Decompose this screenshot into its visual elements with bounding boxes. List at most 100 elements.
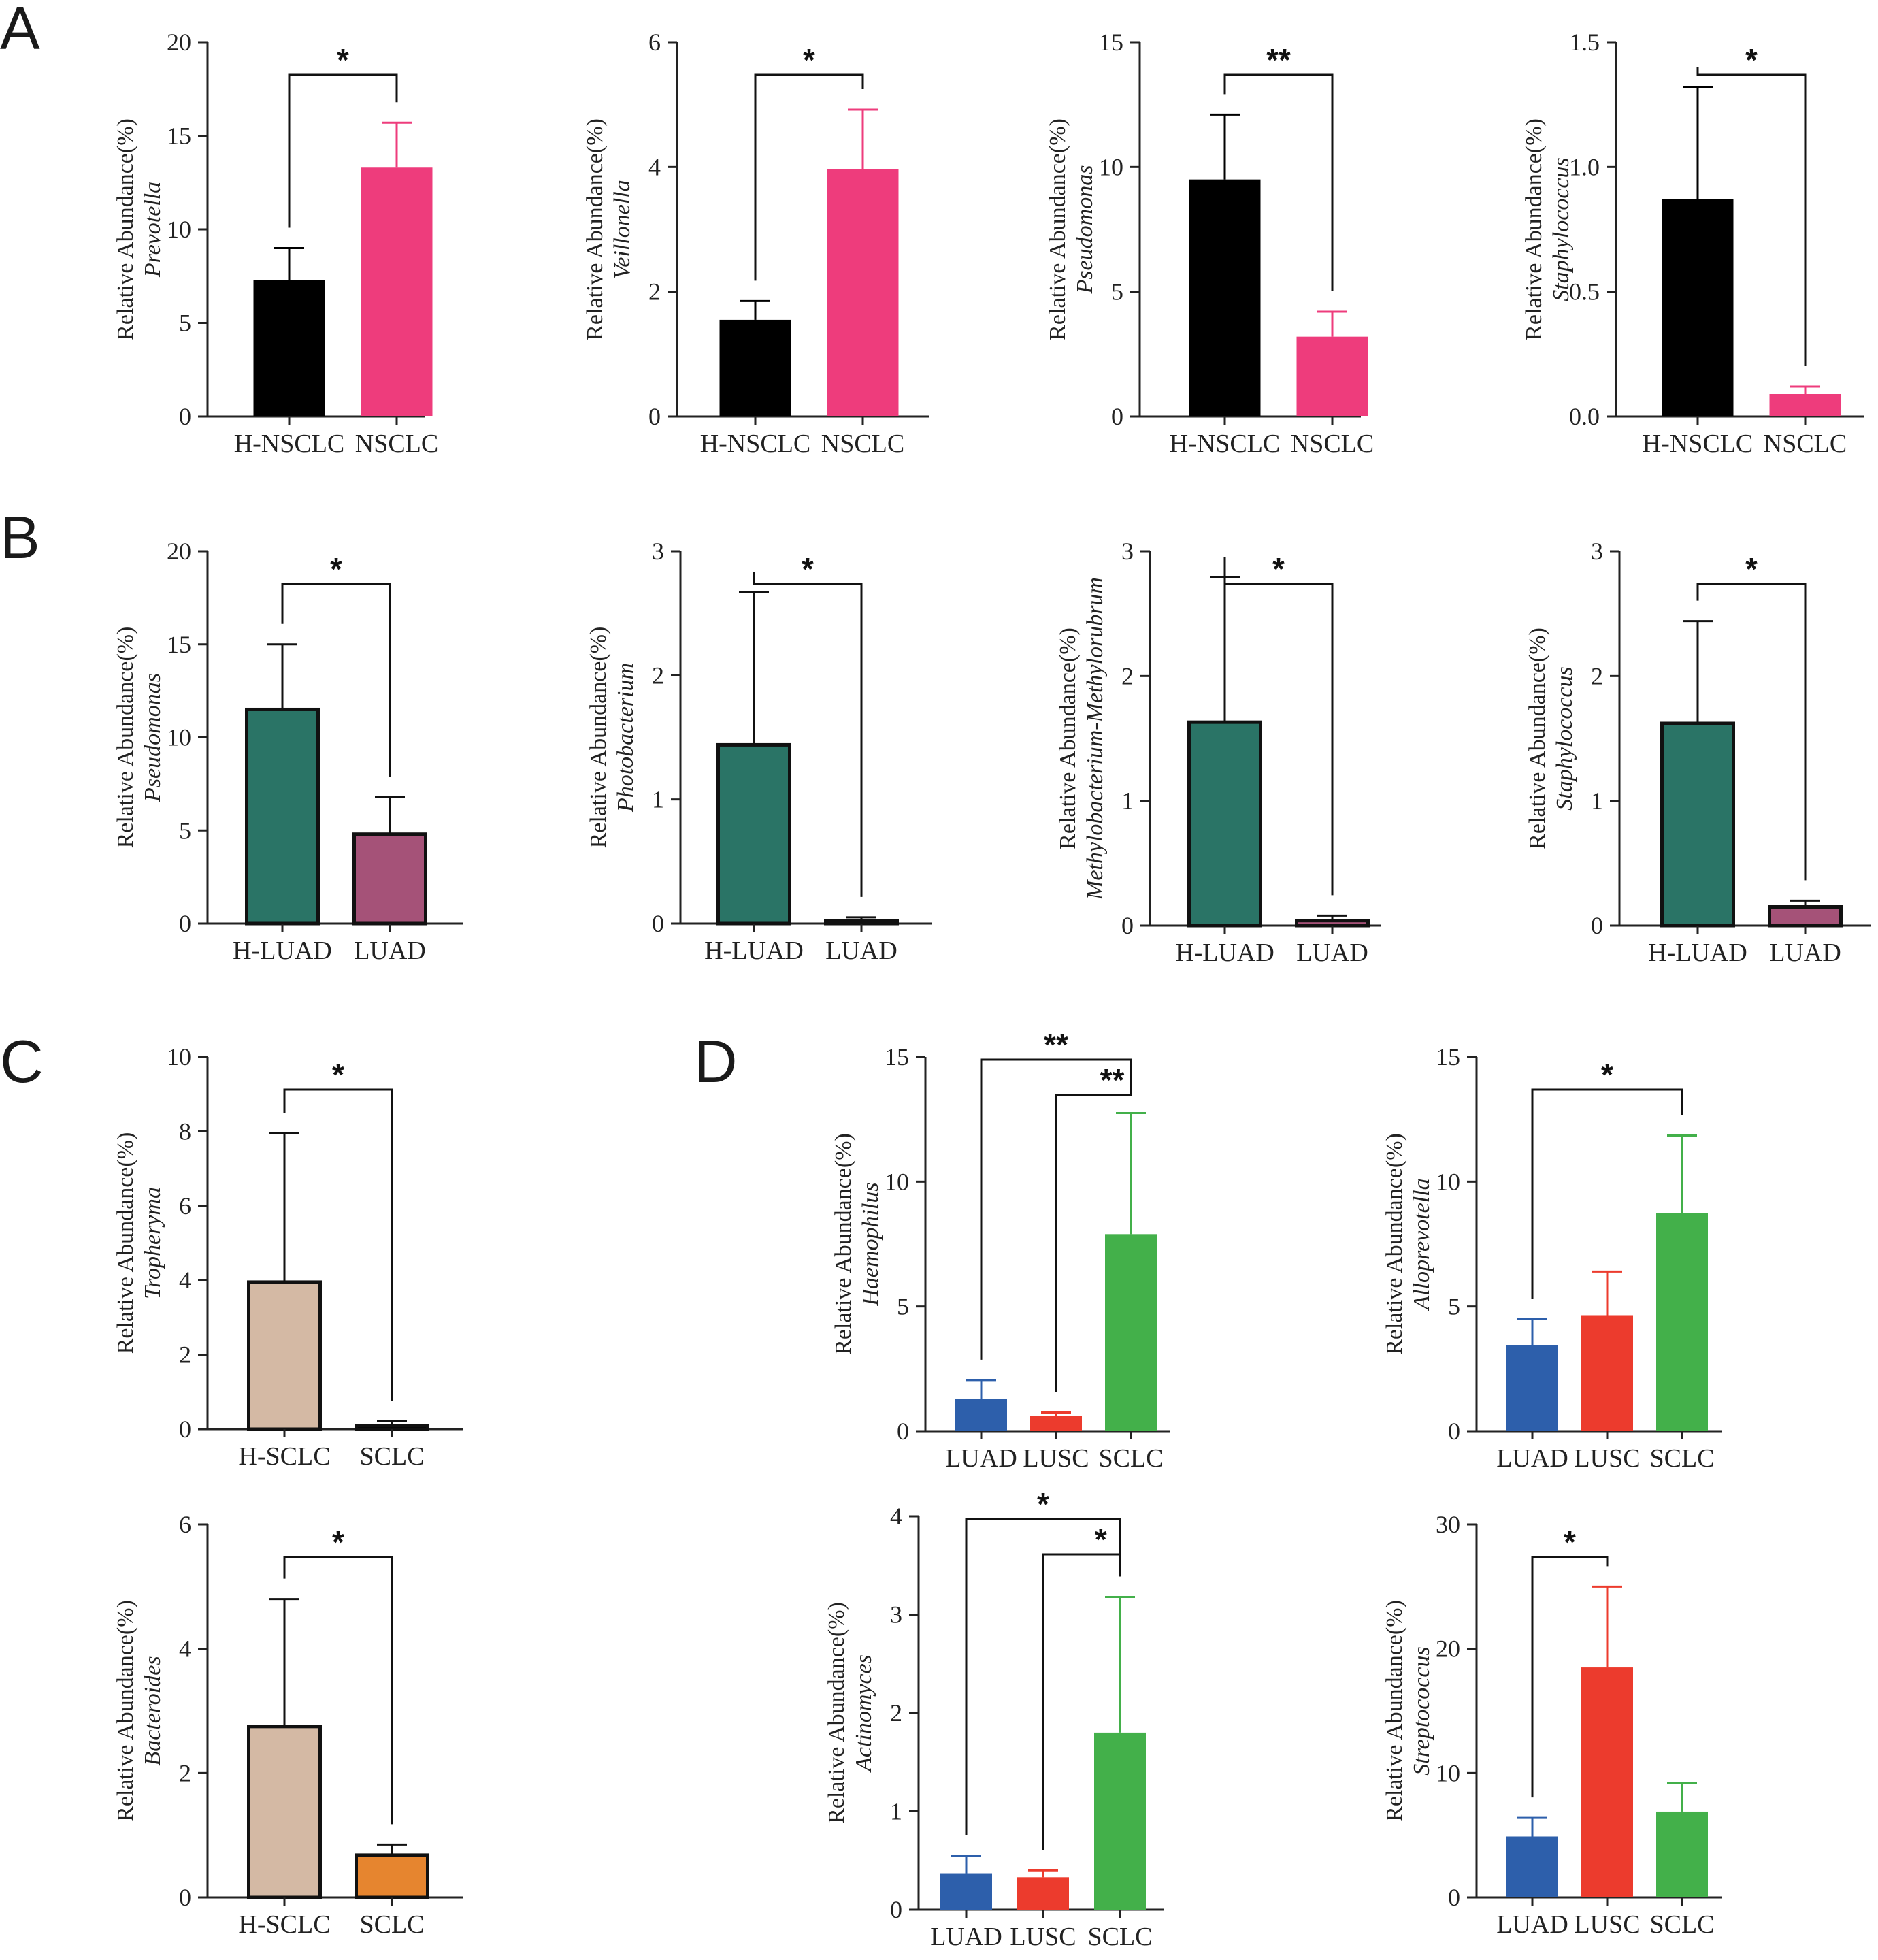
significance-label: * <box>337 42 349 78</box>
significance-bracket <box>1696 67 1807 366</box>
y-axis-genus-label: Veillonella <box>610 180 635 278</box>
y-tick-label: 1.5 <box>1569 29 1600 56</box>
category-label: LUAD <box>1496 1910 1568 1939</box>
y-tick-label: 10 <box>1099 153 1123 180</box>
y-tick-label: 4 <box>890 1503 902 1530</box>
chart-a-staphylococcus: 0.0 0.5 1.0 1.5 H-NSCLC NSCLC * Relative Abunda… <box>1521 29 1864 458</box>
y-axis-label: Relative Abundance(%) <box>113 1132 138 1354</box>
category-label: SCLC <box>1098 1444 1163 1473</box>
significance-bracket <box>1531 1556 1609 1798</box>
category-label: H-LUAD <box>704 936 804 965</box>
category-label: LUSC <box>1574 1910 1640 1939</box>
chart-d-alloprevotella: 0 5 10 15 LUAD LUSC SCLC * Relative Abundance(%)… <box>1382 1043 1722 1473</box>
y-tick-label: 0.0 <box>1569 403 1600 430</box>
y-tick-label: 0 <box>1121 912 1134 939</box>
y-tick-label: 5 <box>897 1293 909 1320</box>
y-axis-label: Relative Abundance(%) <box>1382 1600 1407 1822</box>
category-label: SCLC <box>1649 1910 1714 1939</box>
category-label: SCLC <box>1087 1923 1152 1951</box>
y-tick-label: 8 <box>179 1117 191 1145</box>
significance-bracket <box>283 1088 393 1401</box>
y-tick-label: 5 <box>1448 1293 1460 1320</box>
y-tick-label: 10 <box>167 1043 191 1071</box>
category-label: H-SCLC <box>238 1442 330 1471</box>
category-label: SCLC <box>359 1910 424 1939</box>
y-tick-label: 6 <box>179 1192 191 1220</box>
y-tick-label: 2 <box>890 1699 902 1727</box>
bar-luad <box>352 832 427 926</box>
significance-label: * <box>1745 42 1758 78</box>
bar-luad <box>1295 919 1370 928</box>
y-tick-label: 1 <box>890 1798 902 1825</box>
chart-b-staphylococcus: 0 1 2 3 H-LUAD LUAD * Relative Abundance(%) Stap… <box>1525 538 1871 967</box>
y-tick-label: 0 <box>179 1884 191 1911</box>
y-tick-label: 10 <box>885 1168 909 1195</box>
bar-h-nsclc <box>719 319 791 416</box>
bar-h-nsclc <box>253 280 325 416</box>
category-label: NSCLC <box>1764 429 1847 458</box>
y-tick-label: 6 <box>179 1511 191 1538</box>
category-label: LUSC <box>1010 1923 1076 1951</box>
bar-luad <box>1506 1345 1558 1431</box>
bar-lusc <box>1581 1315 1633 1431</box>
bar-lusc <box>1030 1416 1082 1431</box>
bar-nsclc <box>827 169 899 417</box>
y-tick-label: 10 <box>1436 1168 1460 1195</box>
y-axis-genus-label: Pseudomonas <box>1072 165 1098 295</box>
panel-label-a: A <box>0 0 40 62</box>
y-axis-label: Relative Abundance(%) <box>824 1602 849 1824</box>
category-label: H-NSCLC <box>234 429 345 458</box>
y-tick-label: 5 <box>179 310 191 337</box>
y-tick-label: 4 <box>179 1635 191 1663</box>
significance-label: * <box>332 1057 344 1092</box>
y-axis-label: Relative Abundance(%) <box>1045 118 1070 340</box>
category-label: H-SCLC <box>238 1910 330 1939</box>
y-tick-label: 1 <box>652 786 664 813</box>
bar-h-nsclc <box>1189 179 1261 416</box>
bar-lusc <box>1017 1877 1069 1910</box>
category-label: LUAD <box>1296 938 1368 967</box>
y-tick-label: 3 <box>1591 538 1603 565</box>
significance-label: * <box>1272 551 1285 587</box>
y-tick-label: 1 <box>1121 787 1134 815</box>
y-tick-label: 15 <box>167 631 191 658</box>
y-tick-label: 5 <box>1111 278 1123 306</box>
y-tick-label: 2 <box>1121 662 1134 689</box>
category-label: H-NSCLC <box>700 429 811 458</box>
y-axis-genus-label: Staphylococcus <box>1549 157 1574 301</box>
y-tick-label: 15 <box>1099 29 1123 56</box>
y-tick-label: 10 <box>1436 1759 1460 1786</box>
chart-d-haemophilus: 0 5 10 15 LUAD LUSC SCLC ** ** Relative Abundance… <box>831 1027 1170 1473</box>
y-tick-label: 3 <box>652 538 664 565</box>
chart-c-bacteroides: 0 2 4 6 H-SCLC SCLC * Relative Abundance(%) Bact… <box>113 1511 463 1939</box>
significance-label: * <box>1095 1522 1107 1557</box>
y-tick-label: 0 <box>1111 403 1123 430</box>
bar-sclc <box>355 1424 429 1431</box>
significance-label: * <box>803 42 815 78</box>
y-tick-label: 2 <box>179 1341 191 1369</box>
significance-bracket <box>754 74 864 281</box>
y-axis-genus-label: Photobacterium <box>613 663 638 813</box>
category-label: H-LUAD <box>1175 938 1274 967</box>
bar-h-luad <box>245 707 320 926</box>
y-axis-genus-label: Pseudomonas <box>140 673 165 802</box>
chart-a-prevotella: 0 5 10 15 20 H-NSCLC NSCLC * Relative Abundance(… <box>113 29 438 458</box>
y-tick-label: 3 <box>890 1601 902 1629</box>
y-axis-genus-label: Streptococcus <box>1409 1646 1434 1775</box>
bar-h-luad <box>1660 721 1735 928</box>
y-axis-genus-label: Actinomyces <box>851 1654 876 1773</box>
y-axis-label: Relative Abundance(%) <box>1521 118 1547 340</box>
y-axis-label: Relative Abundance(%) <box>113 1600 138 1822</box>
significance-label: * <box>332 1524 344 1560</box>
y-tick-label: 0 <box>648 403 661 430</box>
y-tick-label: 15 <box>1436 1043 1460 1071</box>
y-axis-label: Relative Abundance(%) <box>1525 627 1550 849</box>
significance-label: * <box>330 551 342 587</box>
bar-nsclc <box>1769 394 1841 416</box>
y-axis-genus-label: Methylobacterium-Methylorubrum <box>1083 577 1108 900</box>
bar-sclc <box>1656 1811 1708 1897</box>
category-label: SCLC <box>359 1442 424 1471</box>
y-tick-label: 1.0 <box>1569 153 1600 180</box>
y-axis-label: Relative Abundance(%) <box>586 627 611 849</box>
